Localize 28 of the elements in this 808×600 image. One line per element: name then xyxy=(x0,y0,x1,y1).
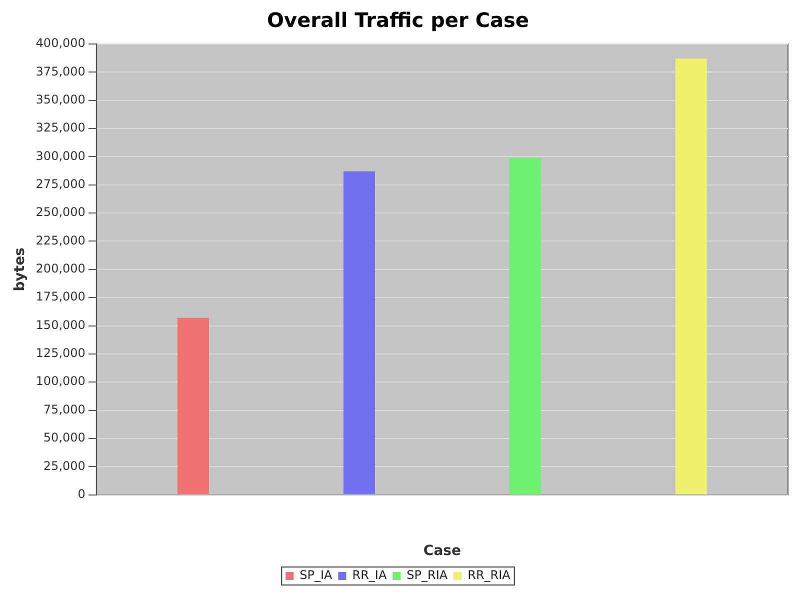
x-axis-title: Case xyxy=(423,543,461,560)
y-tick-label: 50,000 xyxy=(43,430,86,445)
y-tick-label: 0 xyxy=(78,486,86,501)
y-tick-label: 375,000 xyxy=(36,64,86,78)
y-tick-label: 300,000 xyxy=(36,148,86,163)
bar xyxy=(509,158,541,494)
y-tick-label: 400,000 xyxy=(36,36,86,50)
legend-label: SP_RIA xyxy=(406,568,448,582)
y-tick-label: 25,000 xyxy=(43,458,86,473)
y-tick-label: 125,000 xyxy=(36,346,86,360)
y-tick-label: 75,000 xyxy=(43,402,86,416)
legend-label: RR_RIA xyxy=(468,568,512,582)
y-tick-label: 175,000 xyxy=(36,290,86,304)
y-tick-label: 250,000 xyxy=(36,205,86,220)
y-tick-label: 275,000 xyxy=(36,177,86,191)
legend-label: RR_IA xyxy=(352,568,388,582)
y-tick-label: 200,000 xyxy=(36,262,86,276)
bar xyxy=(675,58,707,494)
y-tick-label: 225,000 xyxy=(36,233,86,248)
y-tick-label: 150,000 xyxy=(36,318,86,332)
chart-title: Overall Traffic per Case xyxy=(267,8,529,32)
y-tick-label: 100,000 xyxy=(36,374,86,388)
y-axis-title: bytes xyxy=(12,248,28,292)
bar xyxy=(177,318,210,494)
y-tick-label: 325,000 xyxy=(36,120,86,135)
bar xyxy=(343,171,375,494)
legend-label: SP_IA xyxy=(300,568,334,582)
y-tick-label: 350,000 xyxy=(36,92,86,106)
